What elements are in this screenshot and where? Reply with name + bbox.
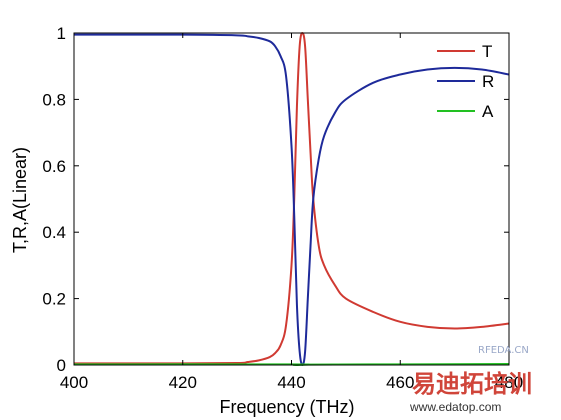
- x-tick-label: 420: [169, 373, 197, 392]
- watermark-brand-cn: 易迪拓培训: [412, 370, 532, 398]
- x-tick-label: 460: [386, 373, 414, 392]
- y-tick-label: 0.4: [42, 223, 66, 242]
- legend-label-a: A: [482, 102, 494, 121]
- y-tick-label: 0.8: [42, 90, 66, 109]
- y-axis-label: T,R,A(Linear): [10, 147, 30, 253]
- x-tick-label: 440: [277, 373, 305, 392]
- y-tick-label: 0.6: [42, 157, 66, 176]
- axes: 400 420 440 460 480 0 0.2 0.4 0.6 0.8 1: [42, 24, 523, 392]
- watermark-site-small: RFEDA.CN: [478, 345, 529, 356]
- legend-label-r: R: [482, 72, 494, 91]
- y-tick-label: 0: [57, 356, 66, 375]
- legend-label-t: T: [482, 42, 492, 61]
- y-tick-label: 1: [57, 24, 66, 43]
- x-axis-label: Frequency (THz): [219, 397, 354, 417]
- x-tick-label: 480: [495, 373, 523, 392]
- y-tick-label: 0.2: [42, 290, 66, 309]
- legend: T R A: [437, 42, 494, 121]
- watermark: RFEDA.CN 易迪拓培训 www.edatop.com: [409, 345, 532, 414]
- watermark-url: www.edatop.com: [409, 400, 501, 414]
- x-tick-label: 400: [60, 373, 88, 392]
